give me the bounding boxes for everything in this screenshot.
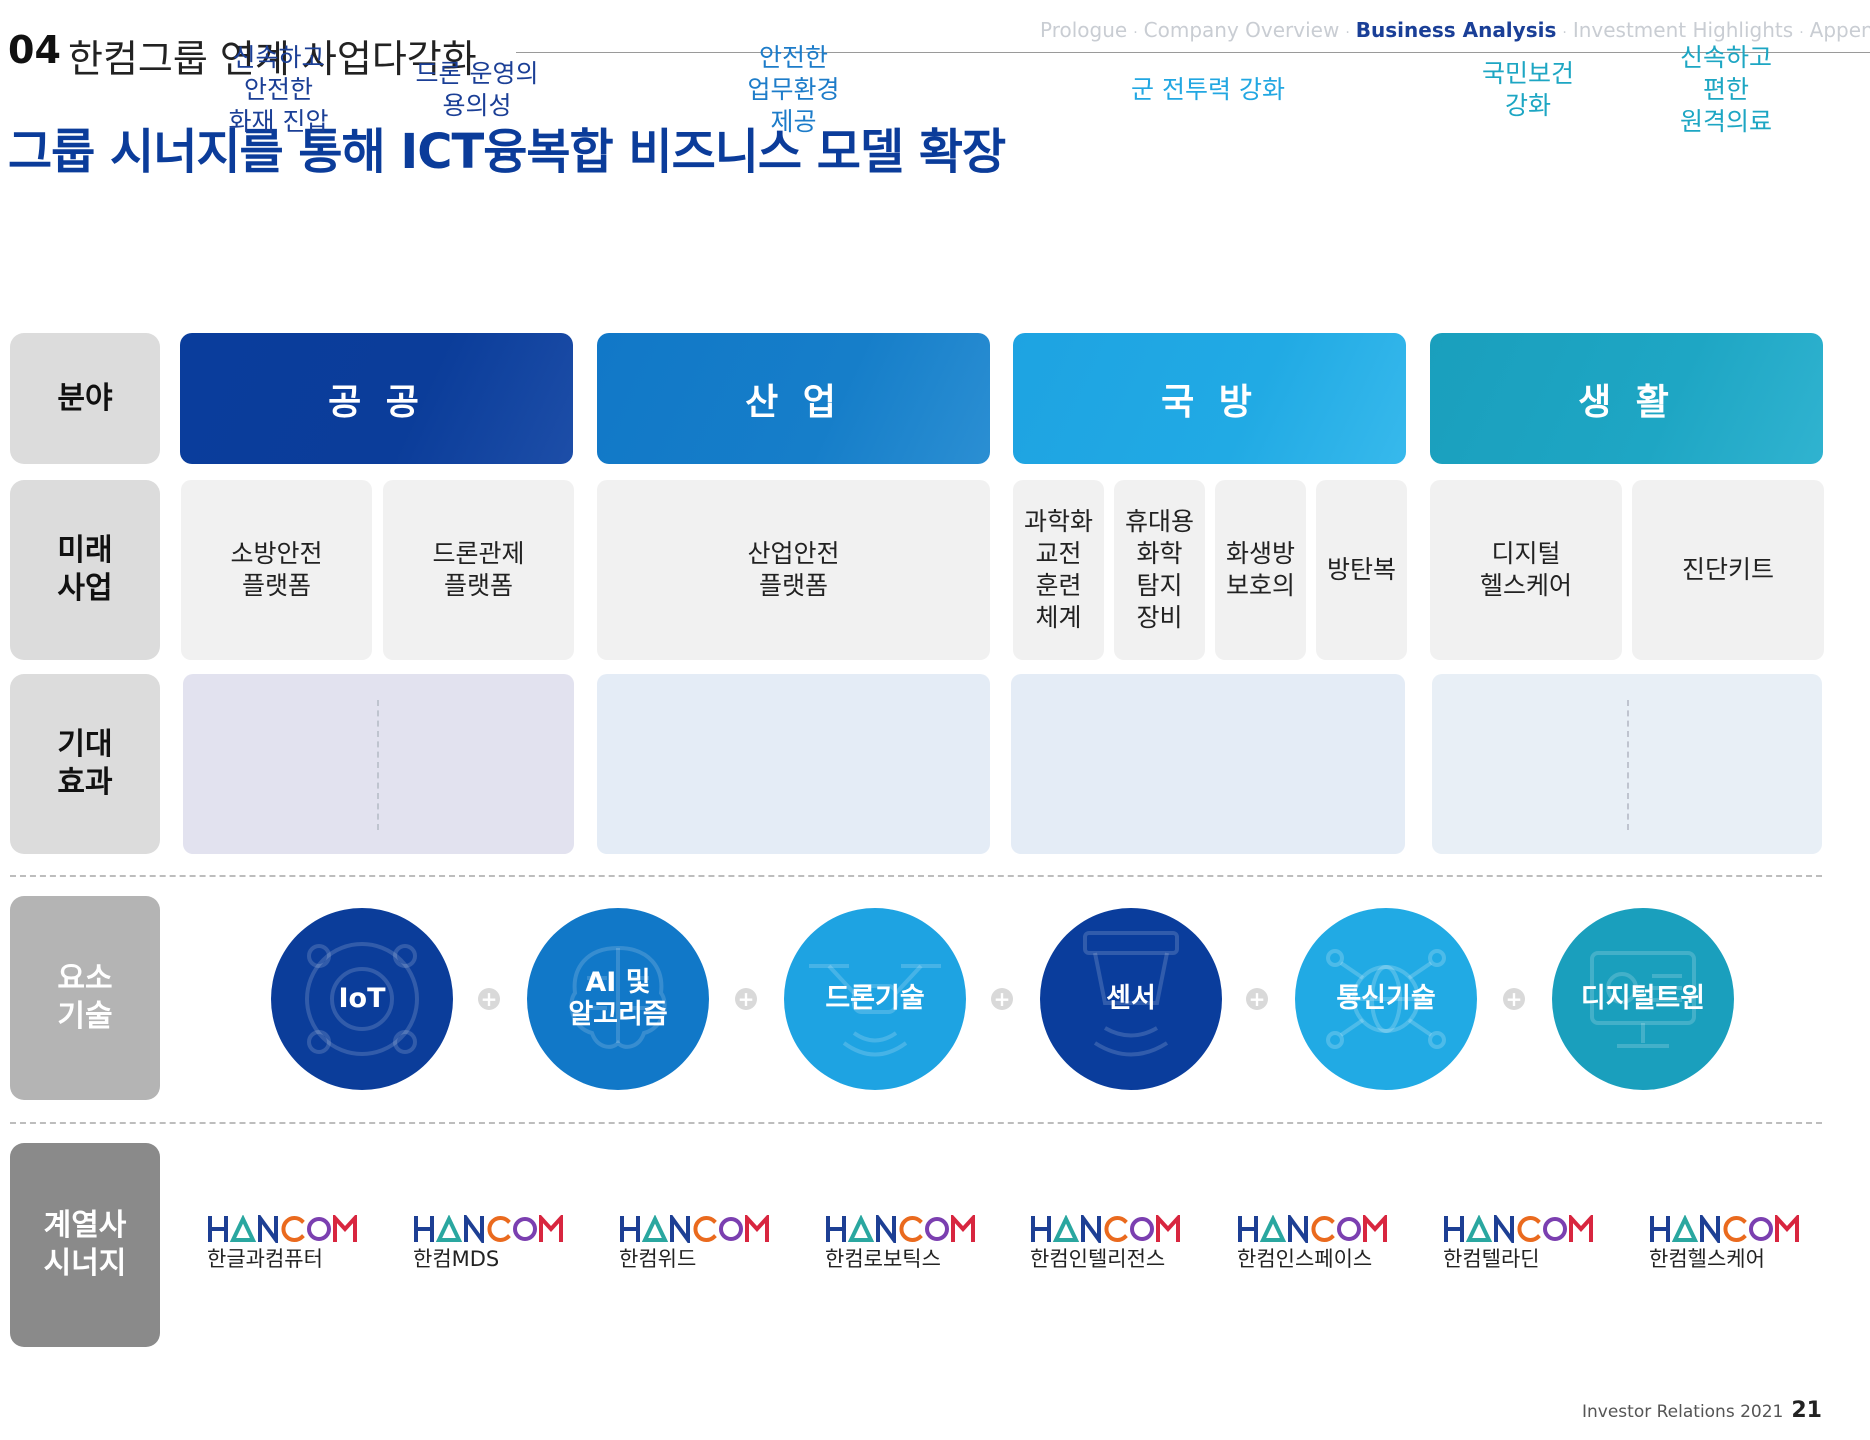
nav-investment-highlights[interactable]: Investment Highlights bbox=[1572, 18, 1794, 42]
nav-prologue[interactable]: Prologue bbox=[1040, 18, 1128, 42]
future-fire-safety: 소방안전 플랫폼 bbox=[181, 480, 372, 660]
affiliate-name: 한글과컴퓨터 bbox=[207, 1247, 323, 1271]
tech-label: IoT bbox=[338, 983, 386, 1014]
header-divider bbox=[516, 52, 1870, 53]
section-divider bbox=[10, 1122, 1822, 1124]
brain-icon bbox=[569, 945, 667, 1049]
future-digital-healthcare: 디지털 헬스케어 bbox=[1430, 480, 1622, 660]
effect-drone-usability: 드론 운영의 용의성 bbox=[415, 59, 539, 120]
row-label-future-business: 미래 사업 bbox=[10, 480, 160, 660]
affiliate-name: 한컴로보틱스 bbox=[825, 1247, 941, 1271]
row-label-expected-effect: 기대 효과 bbox=[10, 674, 160, 854]
tech-ai-algorithm: AI 및 알고리즘 bbox=[527, 908, 709, 1090]
tech-label: 드론기술 bbox=[825, 983, 925, 1014]
globe-network-icon bbox=[1326, 949, 1446, 1049]
footer-label: Investor Relations 2021 bbox=[1582, 1402, 1784, 1422]
nav-company-overview[interactable]: Company Overview bbox=[1143, 18, 1340, 42]
nav-business-analysis[interactable]: Business Analysis bbox=[1355, 18, 1557, 42]
tech-digital-twin: 디지털트윈 bbox=[1552, 908, 1734, 1090]
affiliate-logo: HANCOM한컴위드 bbox=[619, 1215, 794, 1273]
hancom-logo-icon bbox=[208, 1215, 357, 1243]
tech-communication: 통신기술 bbox=[1295, 908, 1477, 1090]
affiliate-logo: HANCOM한컴헬스케어 bbox=[1649, 1215, 1824, 1273]
hancom-logo-icon bbox=[1238, 1215, 1387, 1243]
hancom-logo-icon bbox=[826, 1215, 975, 1243]
tech-label: 센서 bbox=[1106, 983, 1156, 1014]
future-body-armor: 방탄복 bbox=[1316, 480, 1407, 660]
future-cbrn-suit: 화생방 보호의 bbox=[1215, 480, 1306, 660]
nav-separator: · bbox=[1562, 25, 1567, 41]
hancom-logo-icon bbox=[1650, 1215, 1799, 1243]
tech-drone: 드론기술 bbox=[784, 908, 966, 1090]
future-combat-training: 과학화 교전 훈련 체계 bbox=[1013, 480, 1104, 660]
effect-remote-medicine: 신속하고 편한 원격의료 bbox=[1679, 43, 1772, 136]
plus-icon: + bbox=[1503, 988, 1525, 1010]
affiliate-logo: HANCOM한컴MDS bbox=[413, 1215, 588, 1273]
affiliate-name: 한컴인스페이스 bbox=[1237, 1247, 1373, 1271]
network-orbit-icon bbox=[305, 942, 419, 1056]
page-number: 21 bbox=[1791, 1398, 1822, 1423]
future-diagnostic-kit: 진단키트 bbox=[1632, 480, 1824, 660]
tech-label: 통신기술 bbox=[1336, 983, 1436, 1014]
affiliate-name: 한컴헬스케어 bbox=[1649, 1247, 1765, 1271]
nav-separator: · bbox=[1133, 25, 1138, 41]
future-drone-control: 드론관제 플랫폼 bbox=[383, 480, 574, 660]
effect-box-defense bbox=[1011, 674, 1405, 854]
page-headline: 그룹 시너지를 통해 ICT융복합 비즈니스 모델 확장 bbox=[8, 124, 1006, 180]
top-navigation: Prologue · Company Overview · Business Analy… bbox=[1040, 18, 1870, 42]
category-industry: 산 업 bbox=[597, 333, 990, 464]
category-public: 공 공 bbox=[180, 333, 573, 464]
plus-icon: + bbox=[735, 988, 757, 1010]
affiliate-logo: HANCOM한컴텔라딘 bbox=[1443, 1215, 1618, 1273]
tech-iot: IoT bbox=[271, 908, 453, 1090]
category-defense: 국 방 bbox=[1013, 333, 1406, 464]
affiliate-logo: HANCOM한컴로보틱스 bbox=[825, 1215, 1000, 1273]
category-life: 생 활 bbox=[1430, 333, 1823, 464]
hancom-logo-icon bbox=[414, 1215, 563, 1243]
affiliate-name: 한컴위드 bbox=[619, 1247, 697, 1271]
row-label-affiliate-synergy: 계열사 시너지 bbox=[10, 1143, 160, 1347]
affiliate-name: 한컴텔라딘 bbox=[1443, 1247, 1540, 1271]
hancom-logo-icon bbox=[620, 1215, 769, 1243]
affiliate-logo: HANCOM한컴인텔리전스 bbox=[1030, 1215, 1205, 1273]
plus-icon: + bbox=[991, 988, 1013, 1010]
row-label-core-tech: 요소 기술 bbox=[10, 896, 160, 1100]
effect-fire-response: 신속하고 안전한 화재 진압 bbox=[228, 43, 329, 136]
section-title: 한컴그룹 연계 사업다각화 bbox=[68, 37, 477, 81]
row-label-field: 분야 bbox=[10, 333, 160, 464]
affiliate-logo: HANCOM한컴인스페이스 bbox=[1237, 1215, 1412, 1273]
future-chem-detector: 휴대용 화학 탐지 장비 bbox=[1114, 480, 1205, 660]
effect-box-industry bbox=[597, 674, 990, 854]
future-industrial-safety: 산업안전 플랫폼 bbox=[597, 480, 990, 660]
section-divider bbox=[10, 875, 1822, 877]
effect-divider bbox=[1627, 700, 1629, 830]
nav-separator: · bbox=[1799, 25, 1804, 41]
sensor-icon bbox=[1083, 931, 1179, 1057]
effect-public-health: 국민보건 강화 bbox=[1481, 59, 1574, 120]
affiliate-name: 한컴인텔리전스 bbox=[1030, 1247, 1166, 1271]
effect-combat-power: 군 전투력 강화 bbox=[1131, 75, 1285, 104]
plus-icon: + bbox=[1246, 988, 1268, 1010]
hancom-logo-icon bbox=[1031, 1215, 1180, 1243]
drone-icon bbox=[809, 964, 941, 1057]
affiliate-logo: HANCOM한글과컴퓨터 bbox=[207, 1215, 382, 1273]
effect-safe-workplace: 안전한 업무환경 제공 bbox=[747, 43, 840, 136]
nav-separator: · bbox=[1345, 25, 1350, 41]
nav-appendix[interactable]: Appendix bbox=[1809, 18, 1870, 42]
footer: Investor Relations 2021 21 bbox=[1582, 1398, 1822, 1423]
plus-icon: + bbox=[478, 988, 500, 1010]
tech-label: 디지털트윈 bbox=[1580, 983, 1706, 1014]
tech-sensor: 센서 bbox=[1040, 908, 1222, 1090]
hancom-logo-icon bbox=[1444, 1215, 1593, 1243]
tech-label: AI 및 알고리즘 bbox=[568, 967, 668, 1030]
digital-twin-icon bbox=[1590, 951, 1696, 1048]
effect-divider bbox=[377, 700, 379, 830]
affiliate-name: 한컴MDS bbox=[413, 1247, 500, 1271]
section-number: 04 bbox=[8, 28, 61, 72]
